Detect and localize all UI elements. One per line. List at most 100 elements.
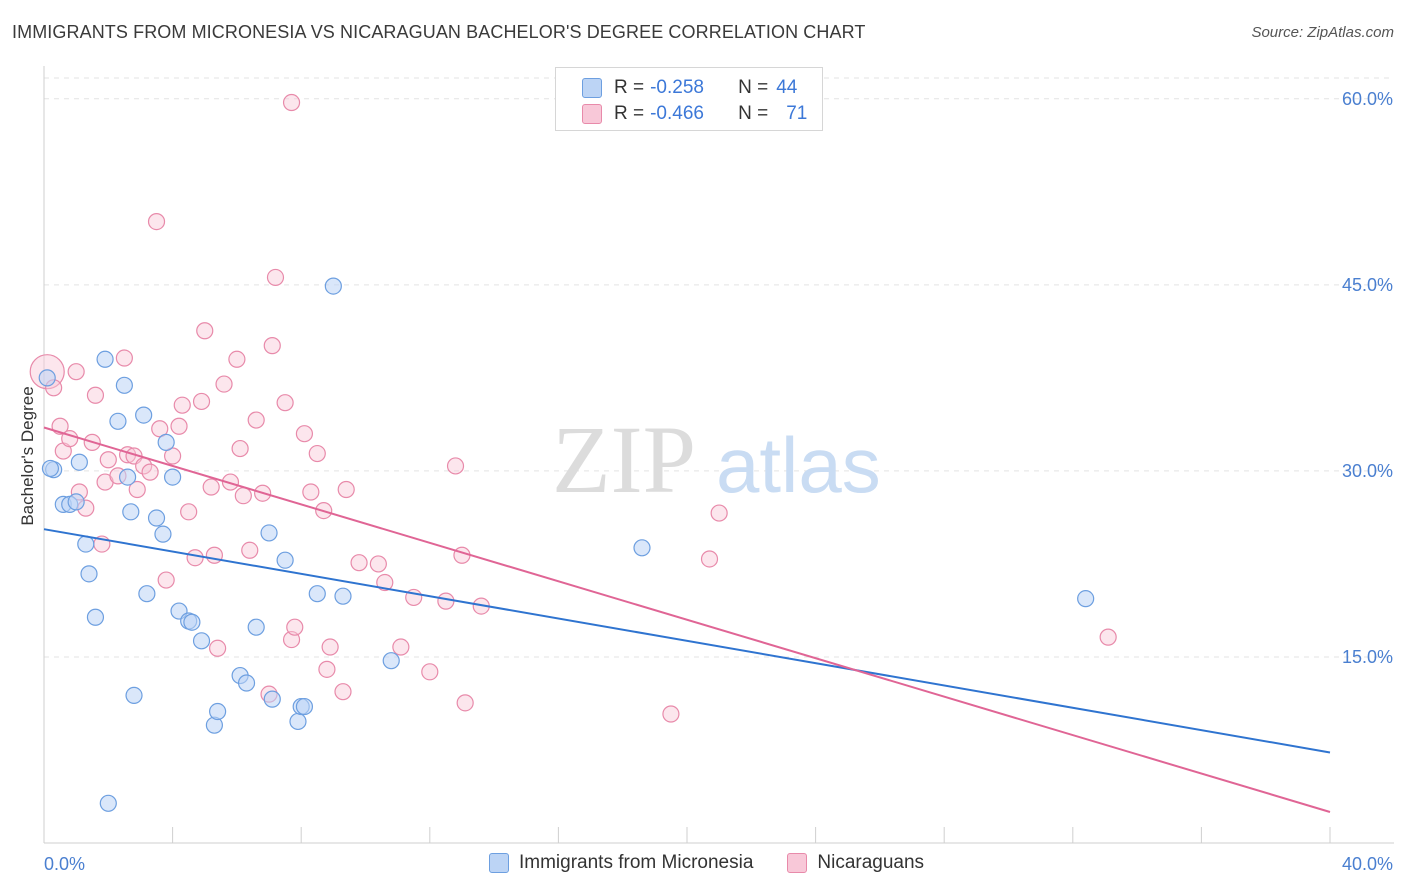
point-nicaraguans: [234, 487, 252, 505]
point-nicaraguans: [221, 473, 240, 491]
point-nicaraguans: [456, 694, 474, 712]
point-micronesia: [157, 433, 175, 451]
point-nicaraguans: [263, 337, 281, 355]
point-nicaraguans: [392, 638, 410, 656]
point-nicaraguans: [334, 683, 352, 701]
legend-row-micronesia: R = -0.258 N = 44: [582, 76, 797, 100]
point-micronesia: [147, 509, 166, 527]
legend-n-value: 71: [786, 103, 808, 124]
chart-title: IMMIGRANTS FROM MICRONESIA VS NICARAGUAN…: [12, 22, 866, 42]
point-nicaraguans: [369, 555, 387, 573]
point-nicaraguans: [421, 663, 439, 681]
point-micronesia: [125, 686, 143, 705]
point-nicaraguans: [247, 411, 265, 429]
point-nicaraguans: [215, 375, 233, 393]
point-micronesia: [67, 493, 85, 511]
point-micronesia: [295, 697, 314, 716]
point-micronesia: [122, 503, 140, 521]
legend-swatch-pink: [582, 104, 602, 124]
point-micronesia: [247, 618, 265, 636]
y-tick-label: 30.0%: [1342, 461, 1393, 481]
point-micronesia: [154, 525, 172, 543]
legend-r-label: R =: [614, 103, 645, 124]
point-micronesia: [96, 350, 114, 368]
point-nicaraguans: [115, 349, 133, 367]
legend-label-nicaraguans: Nicaraguans: [817, 852, 925, 873]
point-micronesia: [115, 376, 133, 394]
point-micronesia: [308, 585, 326, 603]
axes: [43, 66, 1394, 844]
point-micronesia: [41, 459, 60, 478]
legend-item-nicaraguans[interactable]: Nicaraguans: [787, 852, 924, 874]
y-tick-label: 15.0%: [1342, 647, 1393, 667]
stats-legend: R = -0.258 N = 44 R = -0.466 N = 71: [555, 67, 823, 131]
point-micronesia: [324, 277, 342, 295]
watermark: ZIP atlas: [552, 406, 881, 513]
point-nicaraguans: [196, 322, 214, 340]
source-label: Source: ZipAtlas.com: [1251, 24, 1394, 41]
legend-item-micronesia[interactable]: Immigrants from Micronesia: [489, 852, 753, 874]
point-nicaraguans: [192, 392, 211, 411]
point-nicaraguans: [282, 93, 301, 112]
series-micronesia: [38, 277, 1095, 812]
point-micronesia: [382, 652, 400, 670]
point-micronesia: [334, 587, 352, 605]
point-micronesia: [237, 674, 256, 692]
point-nicaraguans: [1099, 628, 1117, 646]
point-micronesia: [77, 535, 95, 553]
point-micronesia: [209, 702, 227, 721]
legend-swatch-blue: [582, 78, 602, 98]
series-nicaraguans: [29, 93, 1117, 723]
point-nicaraguans: [180, 503, 198, 521]
point-nicaraguans: [228, 350, 246, 368]
point-nicaraguans: [295, 425, 314, 443]
point-nicaraguans: [147, 212, 166, 231]
point-micronesia: [260, 524, 278, 542]
legend-r-value: -0.258: [650, 77, 704, 98]
point-micronesia: [263, 690, 281, 708]
point-nicaraguans: [266, 268, 285, 287]
point-nicaraguans: [437, 592, 455, 610]
point-nicaraguans: [321, 638, 339, 656]
point-micronesia: [99, 794, 117, 812]
trend-line-micronesia: [43, 528, 1331, 754]
point-micronesia: [1077, 590, 1095, 608]
point-nicaraguans: [128, 480, 146, 499]
point-nicaraguans: [446, 457, 465, 475]
point-nicaraguans: [318, 660, 336, 678]
legend-label-micronesia: Immigrants from Micronesia: [519, 852, 754, 873]
point-nicaraguans: [308, 444, 326, 463]
point-nicaraguans: [209, 639, 227, 657]
point-micronesia: [164, 468, 182, 486]
point-nicaraguans: [157, 571, 175, 589]
legend-r-value: -0.466: [650, 103, 704, 124]
point-nicaraguans: [376, 573, 394, 592]
point-nicaraguans: [99, 451, 117, 469]
x-tick-label: 0.0%: [44, 854, 85, 874]
point-nicaraguans: [350, 554, 368, 572]
legend-swatch-blue: [489, 853, 509, 873]
x-tick-label: 40.0%: [1342, 854, 1393, 874]
point-micronesia: [118, 468, 137, 486]
x-tick-labels: 0.0% 40.0%: [44, 854, 1393, 874]
point-nicaraguans: [700, 550, 719, 568]
legend-n-value: 44: [776, 77, 798, 98]
legend-swatch-pink: [787, 853, 808, 873]
y-tick-labels: 15.0% 30.0% 45.0% 60.0%: [1342, 89, 1393, 667]
trend-line-nicaraguans: [43, 426, 1331, 813]
point-micronesia: [183, 613, 201, 631]
point-nicaraguans: [170, 417, 188, 435]
legend-row-nicaraguans: R = -0.466 N = 71: [582, 102, 807, 126]
point-nicaraguans: [173, 396, 191, 414]
point-nicaraguans: [286, 618, 304, 636]
point-micronesia: [289, 712, 307, 731]
y-tick-label: 45.0%: [1342, 275, 1393, 295]
legend-n-label: N =: [738, 77, 769, 98]
point-micronesia: [70, 453, 88, 471]
point-nicaraguans: [241, 541, 259, 559]
point-nicaraguans: [202, 478, 220, 496]
point-micronesia: [138, 585, 156, 603]
point-nicaraguans: [231, 439, 249, 458]
legend-r-label: R =: [614, 77, 645, 98]
